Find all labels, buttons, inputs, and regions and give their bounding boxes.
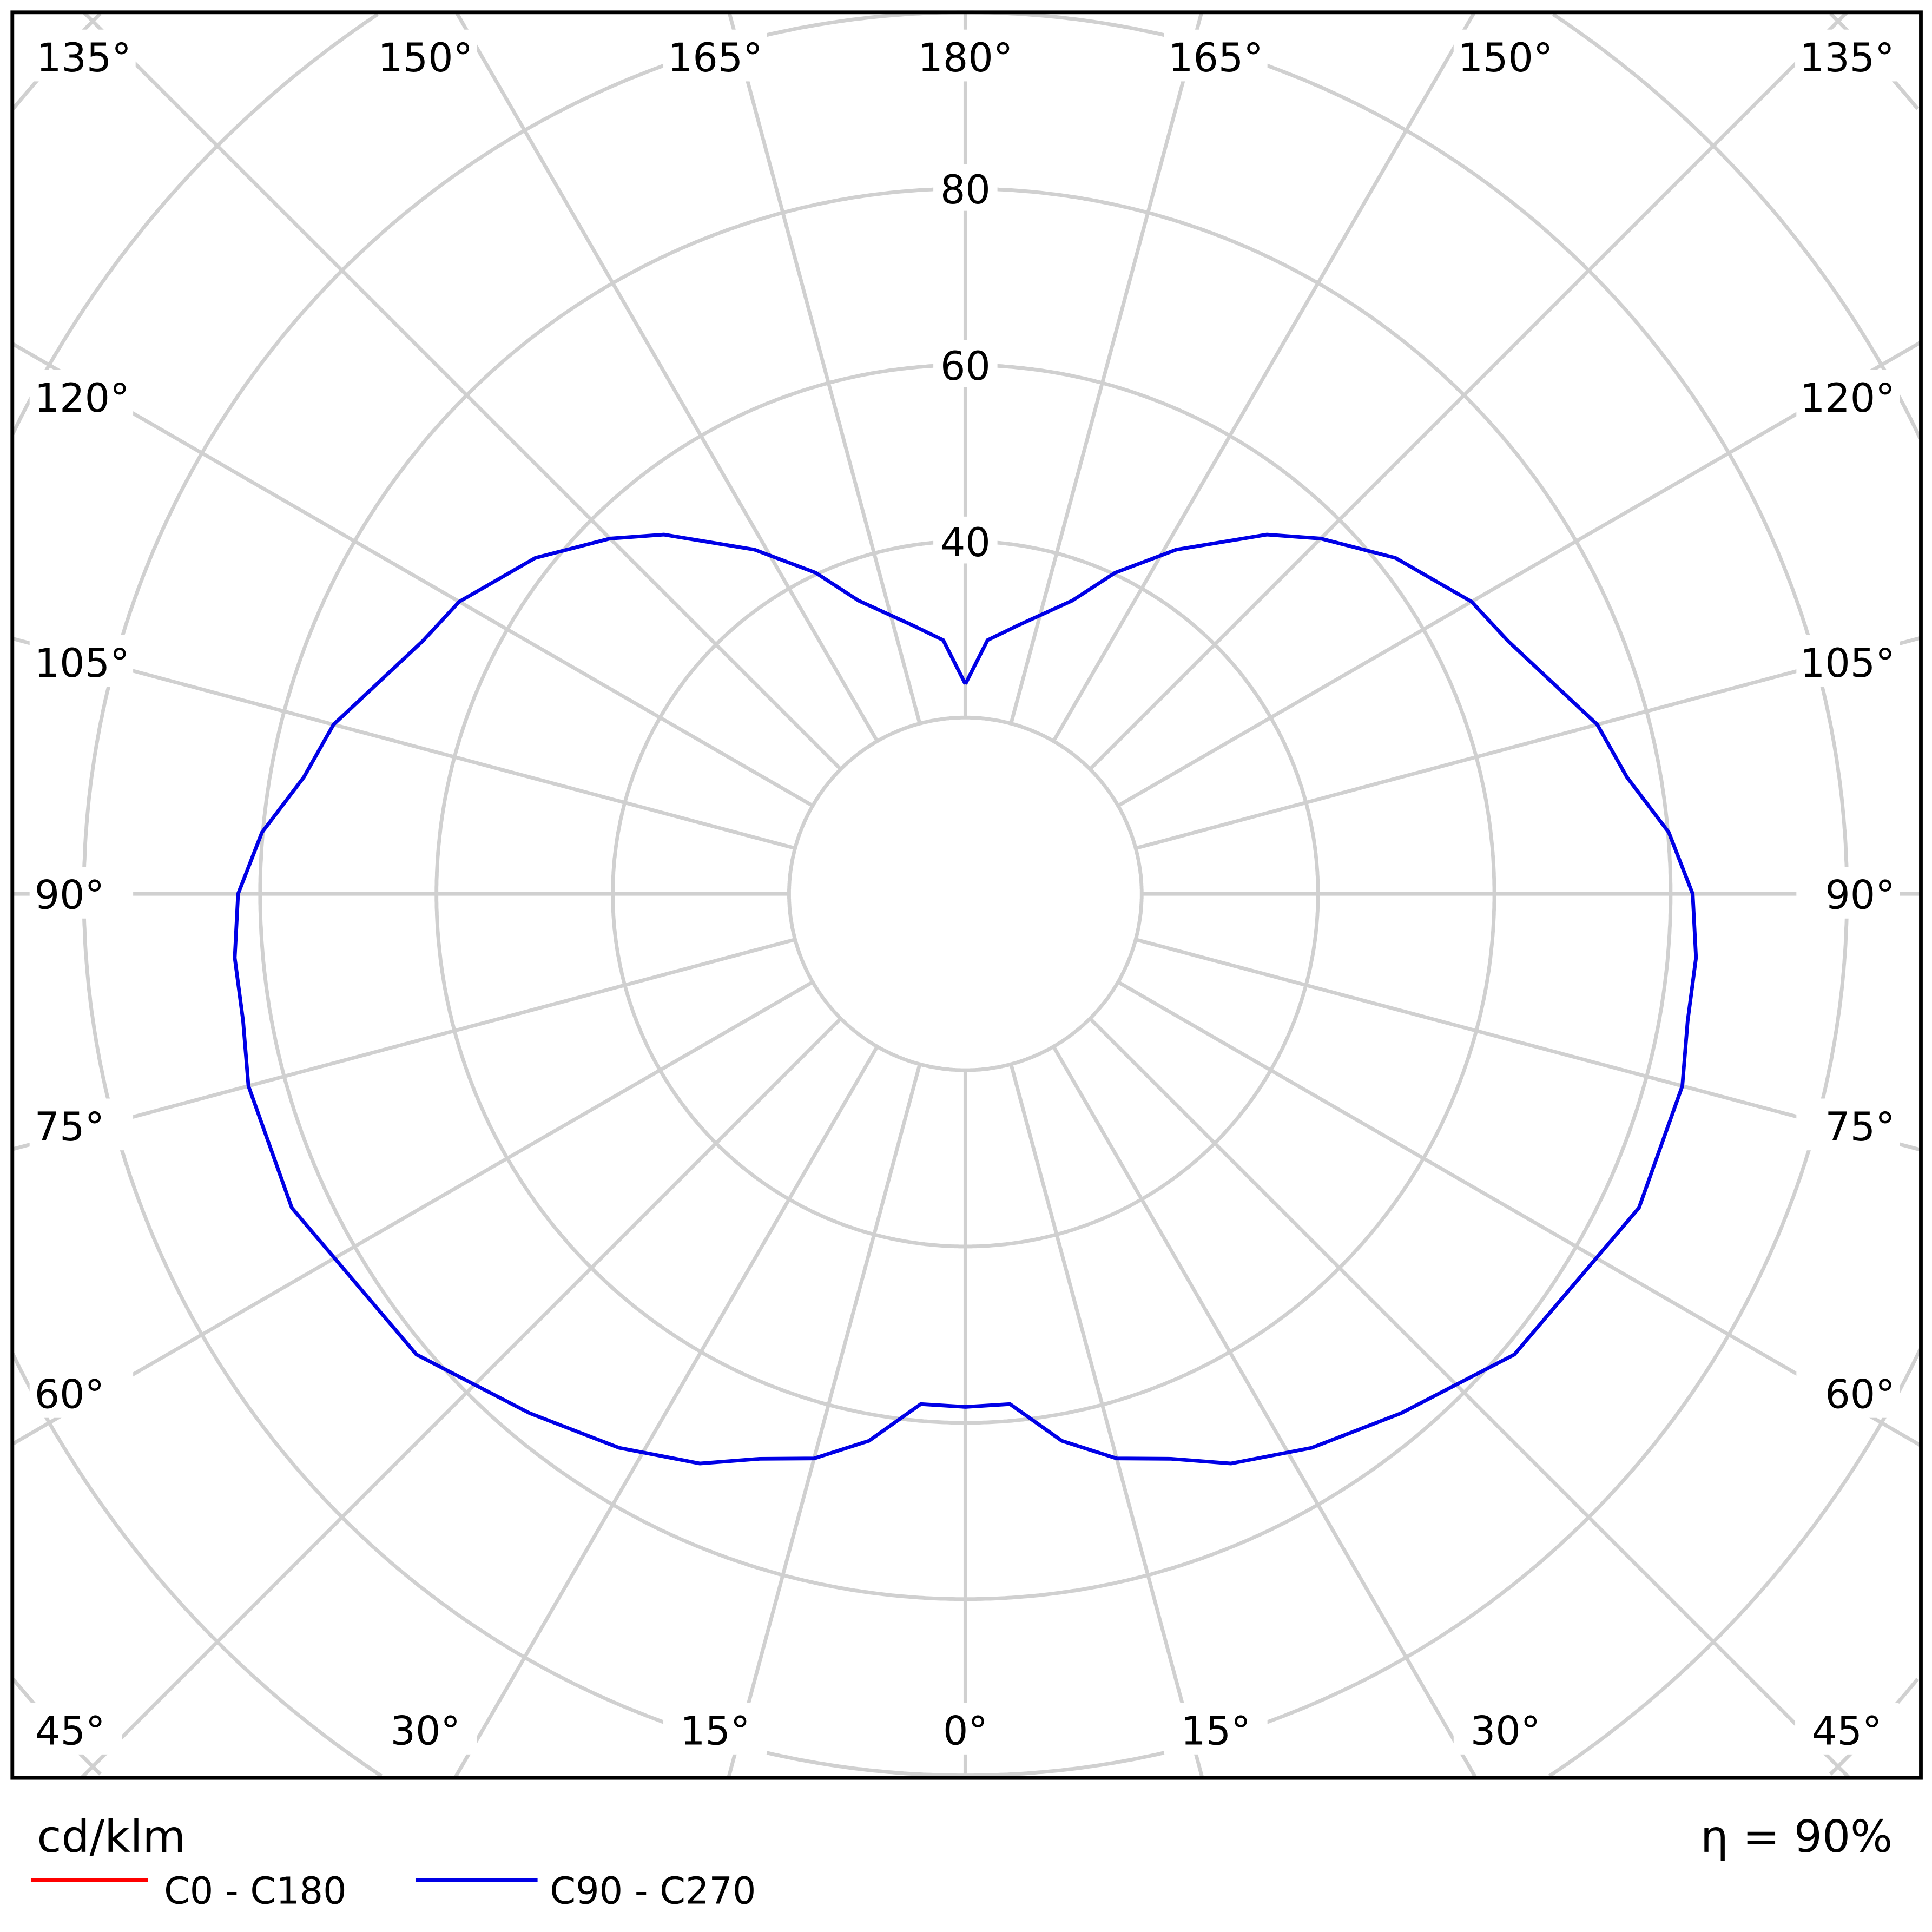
angle-label-left: 120° (35, 375, 130, 421)
radial-label-bg (933, 340, 998, 387)
angle-label-bottom: 0° (943, 1709, 988, 1755)
radial-label-bg (933, 164, 998, 211)
angle-label-bg (1453, 1703, 1558, 1755)
grid-spoke-240 (11, 342, 814, 808)
angle-label-bg (32, 29, 136, 82)
angle-label-bottom: 15° (1181, 1709, 1250, 1755)
grid-spoke-300 (11, 980, 814, 1446)
angle-label-bg (1164, 29, 1268, 82)
angle-label-bg (29, 1366, 134, 1418)
grid-spoke-225 (82, 11, 842, 771)
radial-tick-label: 80 (940, 167, 991, 213)
angle-label-bg (373, 29, 477, 82)
radial-tick-labels: 40 60 80 (933, 164, 998, 566)
angle-label-bg (29, 867, 134, 919)
legend: C0 - C180 C90 - C270 (30, 1870, 756, 1913)
angle-label-bg (1796, 635, 1900, 687)
grid-spoke-255 (11, 636, 796, 850)
angle-label-top: 180° (918, 35, 1013, 81)
angle-label-right: 60° (1825, 1371, 1895, 1417)
curves (233, 532, 1698, 1466)
angle-label-bg (1796, 1098, 1900, 1151)
angle-label-bottom: 45° (1812, 1709, 1882, 1755)
angle-label-left: 90° (35, 873, 104, 919)
curve-c90-c270 (233, 532, 1698, 1466)
angle-label-bg (663, 1703, 767, 1755)
angle-label-right: 75° (1825, 1104, 1895, 1150)
grid-spoke-195 (727, 11, 922, 724)
legend-label-c90-c270: C90 - C270 (550, 1870, 756, 1913)
angle-label-right: 120° (1800, 375, 1895, 421)
angle-label-bg (29, 370, 134, 422)
angle-label-top: 165° (668, 35, 763, 81)
angle-label-bg (913, 29, 1018, 82)
grid-spoke-75 (1135, 938, 1922, 1152)
angle-label-bottom: 15° (680, 1709, 750, 1755)
grid-spoke-285 (11, 938, 796, 1151)
legend-label-c0-c180: C0 - C180 (164, 1870, 347, 1913)
angle-label-left: 75° (35, 1104, 104, 1150)
radial-tick-label: 40 (940, 520, 991, 566)
angle-label-bg (29, 635, 134, 687)
angle-label-left: 105° (35, 641, 130, 687)
angle-label-bg (1796, 1366, 1900, 1418)
angle-label-bg (1796, 867, 1900, 919)
angle-label-bg (1795, 29, 1899, 82)
unit-label: cd/klm (37, 1811, 186, 1863)
grid-spoke-105 (1135, 636, 1922, 850)
angle-label-bg (1453, 29, 1558, 82)
grid-spoke-45 (1089, 1017, 1851, 1779)
angle-label-top: 135° (1799, 35, 1895, 81)
angle-label-right: 90° (1825, 873, 1895, 919)
angle-label-bg (663, 29, 767, 82)
angle-label-bg (18, 1703, 122, 1755)
angle-label-bg (1796, 370, 1900, 422)
angle-label-bg (1164, 1703, 1268, 1755)
angle-labels: 135° 150° 165° 180° 165° 150° 135° 45° 30° 15° 0° 1… (18, 29, 1900, 1755)
radial-tick-label: 60 (940, 344, 991, 390)
angle-label-right: 105° (1800, 641, 1895, 687)
grid-circle-20 (787, 715, 1144, 1072)
angle-label-bg (913, 1703, 1018, 1755)
angle-label-bottom: 30° (391, 1709, 460, 1755)
grid-spoke-330 (453, 1045, 879, 1779)
angle-label-bg (1795, 1703, 1899, 1755)
angle-label-bg (373, 1703, 477, 1755)
angle-label-bottom: 30° (1471, 1709, 1540, 1755)
angle-label-bottom: 45° (35, 1709, 105, 1755)
grid-spoke-135 (1089, 11, 1849, 771)
grid-spoke-315 (80, 1017, 842, 1779)
grid-spoke-165 (1009, 11, 1204, 724)
grid-spoke-60 (1117, 980, 1922, 1447)
angle-label-top: 150° (1458, 35, 1553, 81)
efficiency-label: η = 90% (1700, 1811, 1893, 1863)
angle-label-top: 135° (36, 35, 131, 81)
grid-spoke-345 (727, 1064, 922, 1779)
radial-label-bg (933, 516, 998, 564)
grid-spoke-120 (1117, 340, 1922, 808)
angle-label-top: 165° (1168, 35, 1263, 81)
grid-spoke-15 (1009, 1064, 1204, 1779)
grid-spoke-30 (1052, 1045, 1478, 1779)
polar-grid (11, 10, 1922, 1779)
angle-label-bg (29, 1098, 134, 1151)
grid-spoke-150 (1052, 11, 1476, 742)
plot-frame (10, 10, 1923, 1780)
angle-label-top: 150° (378, 35, 473, 81)
grid-circle-120 (11, 12, 1922, 1778)
angle-label-left: 60° (35, 1371, 104, 1417)
grid-spoke-210 (454, 11, 879, 742)
